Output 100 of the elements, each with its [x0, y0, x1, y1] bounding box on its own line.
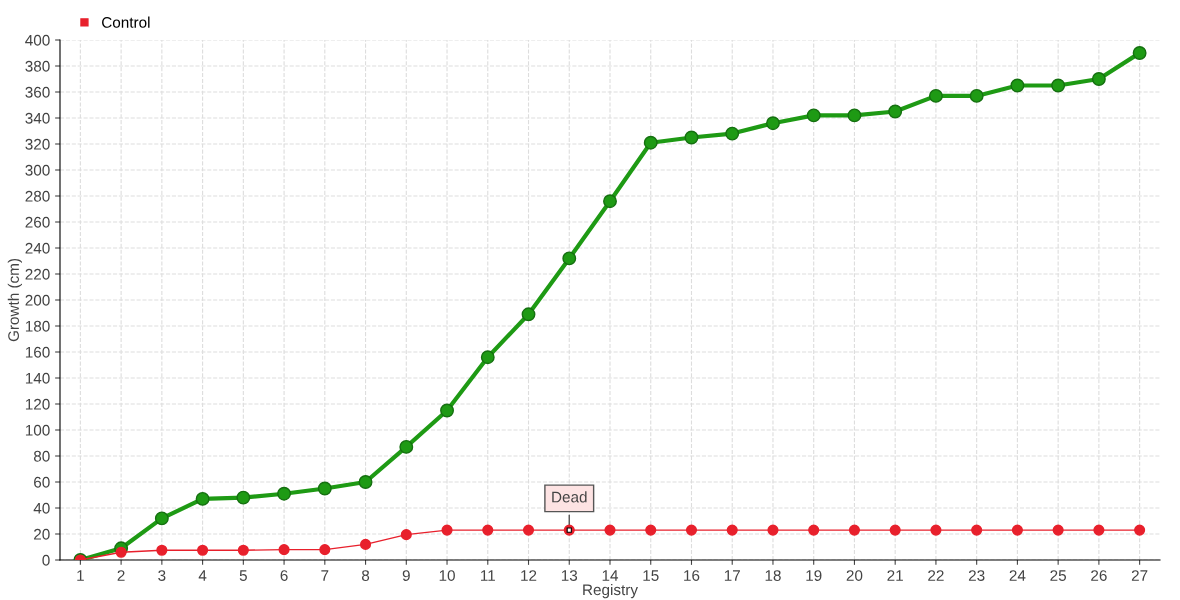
- x-tick-label: 6: [280, 570, 288, 581]
- legend-label: Control: [102, 16, 150, 28]
- point: [156, 544, 168, 556]
- point: [848, 524, 861, 536]
- y-tick-label: 240: [25, 242, 50, 254]
- point: [521, 307, 536, 322]
- x-tick-label: 8: [361, 570, 370, 581]
- x-tick-label: 11: [481, 570, 495, 581]
- y-tick-label: 80: [33, 450, 50, 462]
- point: [643, 135, 658, 150]
- point: [645, 524, 657, 536]
- x-tick-label: 24: [1009, 570, 1026, 581]
- y-tick-label: 0: [42, 554, 50, 566]
- x-tick-label: 25: [1050, 570, 1067, 581]
- point: [359, 538, 372, 550]
- x-tick-label: 14: [602, 570, 619, 581]
- point: [236, 490, 251, 505]
- x-tick-label: 19: [806, 570, 822, 581]
- y-axis-title: Growth (cm): [7, 258, 23, 342]
- x-tick-label: 26: [1091, 570, 1107, 581]
- point: [1051, 78, 1066, 93]
- point: [195, 491, 210, 506]
- y-tick-label: 220: [25, 268, 50, 280]
- point: [319, 544, 331, 556]
- point: [522, 524, 535, 536]
- point: [888, 104, 903, 119]
- x-tick-label: 1: [77, 570, 84, 581]
- point: [1010, 78, 1025, 93]
- y-tick-label: 200: [25, 294, 50, 306]
- y-tick-label: 120: [25, 398, 50, 410]
- x-tick-label: 17: [724, 570, 740, 581]
- point: [1091, 72, 1106, 86]
- point: [684, 130, 699, 145]
- y-tick-label: 380: [25, 60, 50, 72]
- point: [562, 251, 577, 266]
- point: [400, 529, 412, 541]
- y-tick-label: 400: [25, 34, 50, 46]
- point: [969, 88, 984, 103]
- point: [685, 524, 698, 536]
- x-tick-label: 16: [684, 570, 700, 581]
- point: [725, 126, 740, 141]
- y-tick-label: 320: [25, 138, 50, 150]
- point: [1052, 524, 1064, 536]
- point: [1011, 524, 1023, 536]
- point: [1132, 46, 1147, 60]
- x-tick-label: 9: [402, 570, 410, 581]
- x-tick-label: 21: [887, 570, 903, 581]
- point: [930, 524, 942, 536]
- y-tick-label: 160: [25, 346, 50, 358]
- x-tick-label: 15: [643, 570, 659, 581]
- x-tick-label: 10: [439, 570, 455, 581]
- x-tick-label: 27: [1131, 570, 1148, 581]
- y-tick-label: 360: [25, 86, 50, 98]
- point: [358, 475, 373, 489]
- x-tick-label: 2: [117, 570, 125, 581]
- y-tick-label: 280: [25, 190, 50, 202]
- point: [482, 524, 494, 536]
- y-tick-label: 340: [25, 112, 50, 124]
- point: [603, 194, 617, 209]
- x-tick-label: 5: [239, 570, 247, 581]
- x-tick-label: 3: [158, 570, 166, 581]
- point: [115, 546, 127, 558]
- point: [847, 108, 862, 123]
- point: [806, 108, 821, 123]
- point: [726, 524, 738, 536]
- point: [1093, 524, 1105, 536]
- x-tick-label: 20: [846, 570, 863, 581]
- y-tick-label: 260: [25, 216, 50, 228]
- point: [480, 350, 495, 365]
- point: [889, 524, 901, 536]
- x-axis-title: Registry: [583, 583, 638, 599]
- y-tick-label: 300: [25, 164, 50, 176]
- x-tick-label: 4: [198, 570, 207, 581]
- x-tick-label: 12: [521, 570, 537, 581]
- point: [237, 544, 249, 556]
- y-tick-label: 20: [34, 528, 50, 540]
- x-tick-label: 23: [968, 570, 985, 581]
- annotation: Dead: [552, 491, 587, 503]
- point: [154, 511, 169, 526]
- point: [808, 524, 820, 536]
- point: [197, 544, 209, 556]
- point: [317, 481, 332, 496]
- point: [277, 486, 292, 501]
- y-tick-label: 100: [25, 424, 50, 436]
- point: [441, 524, 453, 536]
- point: [971, 524, 983, 536]
- y-tick-label: 180: [25, 320, 50, 332]
- point: [767, 524, 779, 536]
- y-tick-label: 60: [34, 476, 50, 488]
- point: [440, 403, 454, 418]
- point: [928, 88, 943, 103]
- y-tick-label: 40: [33, 502, 50, 514]
- x-tick-label: 7: [321, 570, 329, 581]
- point: [399, 439, 414, 454]
- point: [278, 544, 290, 556]
- y-tick-label: 140: [25, 372, 50, 384]
- x-tick-label: 18: [765, 570, 781, 581]
- point: [1134, 524, 1146, 536]
- point: [766, 116, 780, 131]
- x-tick-label: 22: [928, 570, 944, 581]
